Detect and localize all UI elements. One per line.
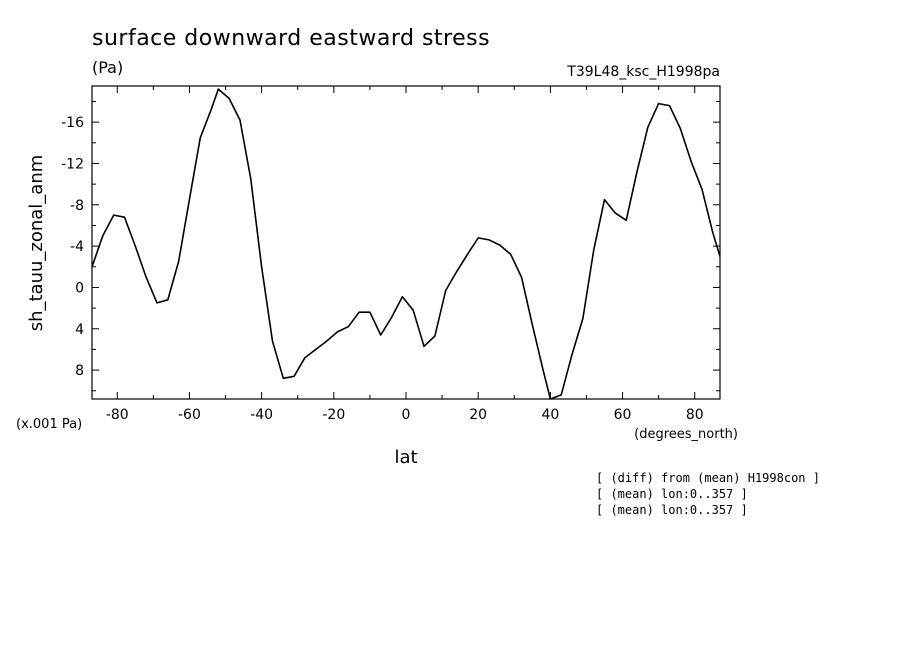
x-axis-label: lat bbox=[394, 447, 417, 468]
x-units-label: (degrees_north) bbox=[634, 427, 738, 442]
y-tick-label: -12 bbox=[61, 156, 84, 172]
x-tick-labels: -80 -60 -40 -20 0 20 40 60 80 bbox=[106, 407, 704, 423]
x-tick-label: -60 bbox=[178, 407, 201, 423]
annotation-3: [ (mean) lon:0..357 ] bbox=[596, 503, 748, 517]
y-tick-label: -8 bbox=[70, 198, 84, 214]
y-tick-labels: -16 -12 -8 -4 0 4 8 bbox=[61, 115, 84, 379]
x-tick-label: 60 bbox=[614, 407, 632, 423]
series-line bbox=[91, 88, 721, 400]
annotation-1: [ (diff) from (mean) H1998con ] bbox=[596, 471, 820, 485]
x-tick-label: 40 bbox=[541, 407, 559, 423]
x-tick-label: 20 bbox=[469, 407, 487, 423]
x-tick-label: -40 bbox=[250, 407, 273, 423]
x-tick-label: 80 bbox=[686, 407, 704, 423]
run-id-label: T39L48_ksc_H1998pa bbox=[566, 64, 720, 80]
x-tick-label: 0 bbox=[402, 407, 411, 423]
y-tick-label: -4 bbox=[70, 239, 84, 255]
y-tick-label: 4 bbox=[75, 322, 84, 338]
y-axis-label: sh_tauu_zonal_anm bbox=[26, 155, 47, 332]
tick-marks bbox=[92, 86, 720, 399]
chart-title: surface downward eastward stress bbox=[92, 26, 490, 51]
y-tick-label: -16 bbox=[61, 115, 84, 131]
y-tick-label: 8 bbox=[75, 363, 84, 379]
x-tick-label: -80 bbox=[106, 407, 129, 423]
annotation-2: [ (mean) lon:0..357 ] bbox=[596, 487, 748, 501]
plot-frame bbox=[91, 85, 721, 400]
y-tick-label: 0 bbox=[75, 280, 84, 296]
y-scale-note: (x.001 Pa) bbox=[16, 417, 82, 432]
units-label: (Pa) bbox=[92, 58, 123, 77]
x-tick-label: -20 bbox=[322, 407, 345, 423]
